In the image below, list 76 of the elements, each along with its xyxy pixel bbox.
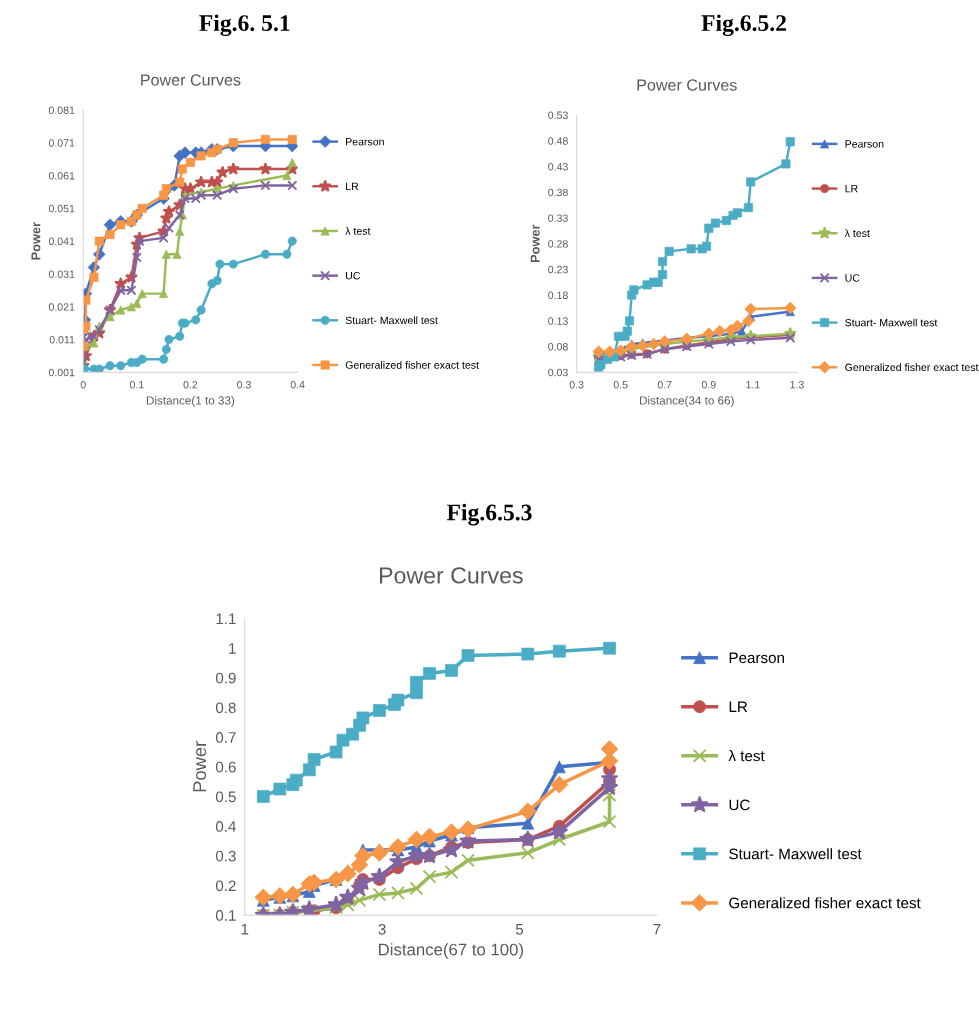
y-tick-label: 0.8 <box>215 702 236 714</box>
chart-title: Power Curves <box>141 74 241 86</box>
y-tick-label: 0.001 <box>48 368 75 377</box>
y-tick-label: 0.041 <box>48 237 75 246</box>
y-tick-label: 0.9 <box>215 672 236 684</box>
y-tick-label: 0.53 <box>548 111 568 119</box>
legend-label: Stuart- Maxwell test <box>845 318 938 327</box>
x-axis-title: Distance(1 to 33) <box>146 396 235 407</box>
y-axis-title: Power <box>31 222 41 260</box>
legend-label: Generalized fisher exact test <box>729 897 921 909</box>
x-tick-label: 0.7 <box>657 380 672 389</box>
y-tick-label: 0.18 <box>548 291 568 300</box>
x-tick-label: 1.3 <box>790 380 804 389</box>
y-axis-title: Power <box>530 224 540 262</box>
x-tick-label: 5 <box>515 924 524 935</box>
y-tick-label: 0.03 <box>548 368 568 377</box>
y-tick-label: 0.021 <box>48 303 75 311</box>
x-tick-label: 1.1 <box>746 381 760 389</box>
y-tick-label: 0.13 <box>548 317 568 325</box>
x-tick-label: 1 <box>241 924 249 935</box>
y-tick-label: 0.28 <box>548 240 568 248</box>
x-axis-title: Distance(67 to 100) <box>379 943 523 959</box>
x-tick-label: 0.9 <box>701 380 716 389</box>
legend-label: LR <box>346 182 359 190</box>
y-tick-label: 0.071 <box>48 139 75 147</box>
y-tick-label: 0.2 <box>215 880 236 892</box>
y-axis-title: Power <box>193 741 207 792</box>
y-tick-label: 0.6 <box>215 761 236 773</box>
legend-label: LR <box>845 185 858 193</box>
legend-label: λ test <box>345 227 371 235</box>
y-tick-label: 0.3 <box>215 850 236 862</box>
x-tick-label: 0 <box>80 380 86 389</box>
y-tick-label: 0.08 <box>548 343 568 351</box>
y-tick-label: 1.1 <box>216 613 236 625</box>
x-tick-label: 7 <box>653 924 661 935</box>
x-tick-label: 0.5 <box>613 380 628 389</box>
x-axis-title: Distance(34 to 66) <box>640 396 734 407</box>
y-tick-label: 0.33 <box>548 214 568 222</box>
y-tick-label: 0.031 <box>48 270 75 278</box>
x-tick-label: 0.1 <box>129 380 144 389</box>
chart-title: Power Curves <box>380 567 523 584</box>
y-tick-label: 0.23 <box>548 265 568 274</box>
chart-title: Power Curves <box>637 79 737 91</box>
legend-label: UC <box>729 799 750 811</box>
y-tick-label: 0.7 <box>215 732 236 743</box>
y-tick-label: 0.4 <box>215 821 236 832</box>
legend-label: Stuart- Maxwell test <box>729 848 862 860</box>
y-tick-label: 0.5 <box>215 791 236 803</box>
legend-label: Pearson <box>729 652 784 664</box>
legend-label: Generalized fisher exact test <box>345 361 479 369</box>
legend-label: Generalized fisher exact test <box>845 363 979 372</box>
y-tick-label: 1 <box>229 643 236 654</box>
caption: Fig.6.5.2 <box>701 14 786 37</box>
y-tick-label: 0.43 <box>548 162 568 171</box>
y-tick-label: 0.38 <box>548 188 568 197</box>
legend-label: Stuart- Maxwell test <box>345 316 438 325</box>
legend-label: Pearson <box>845 140 884 148</box>
legend-label: Pearson <box>346 138 384 146</box>
x-tick-label: 0.3 <box>237 380 251 389</box>
x-tick-label: 0.3 <box>569 380 584 389</box>
legend-label: UC <box>346 271 361 280</box>
caption: Fig.6. 5.1 <box>199 14 290 37</box>
caption: Fig.6.5.3 <box>446 503 532 526</box>
legend-label: LR <box>729 701 748 713</box>
x-tick-label: 3 <box>378 923 386 935</box>
y-tick-label: 0.061 <box>48 172 75 180</box>
y-tick-label: 0.081 <box>48 106 75 114</box>
x-tick-label: 0.4 <box>290 380 305 389</box>
legend-label: λ test <box>844 229 870 238</box>
legend-label: λ test <box>728 750 765 762</box>
x-tick-label: 0.2 <box>183 380 198 389</box>
y-tick-label: 0.011 <box>49 335 75 344</box>
y-tick-label: 0.1 <box>215 910 236 921</box>
legend-label: UC <box>845 274 860 282</box>
y-tick-label: 0.051 <box>48 204 75 213</box>
y-tick-label: 0.48 <box>548 137 568 145</box>
